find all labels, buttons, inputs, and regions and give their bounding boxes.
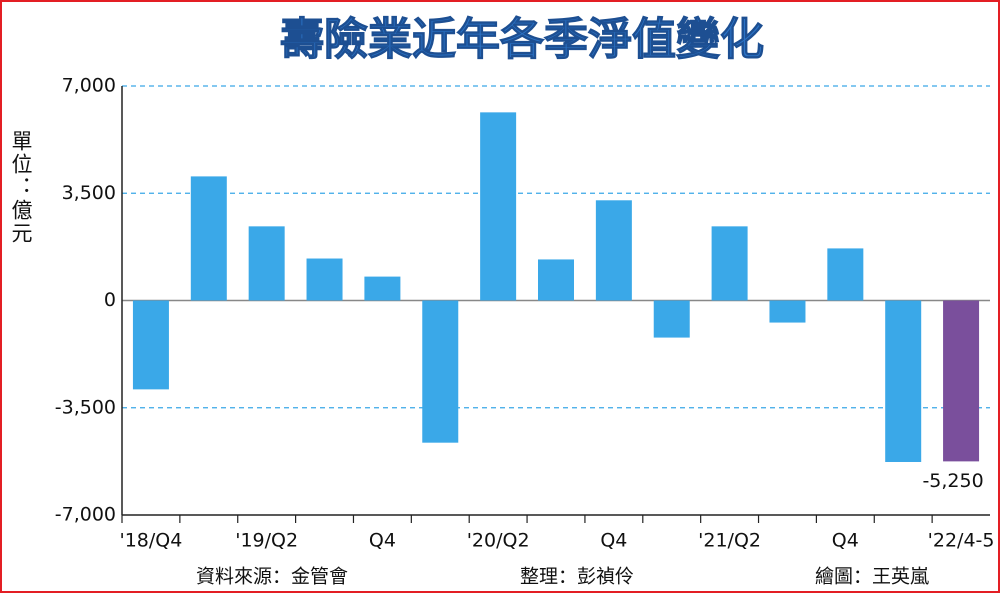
x-tick-label: '20/Q2 xyxy=(467,530,530,552)
x-tick-label: '22/4-5 xyxy=(928,530,995,552)
bar xyxy=(190,176,227,301)
bar xyxy=(132,300,169,390)
x-tick-label: '18/Q4 xyxy=(120,530,183,552)
bar xyxy=(827,248,864,301)
bar xyxy=(480,112,517,301)
x-tick-label: Q4 xyxy=(600,530,627,552)
editor-note: 整理：彭禎伶 xyxy=(520,566,634,588)
bar xyxy=(653,300,690,338)
chart-title: 壽險業近年各季淨值變化 xyxy=(280,14,764,65)
bar xyxy=(248,226,285,301)
bar xyxy=(595,200,632,301)
y-axis-label: 單位：億元 xyxy=(9,130,33,245)
value-label: -5,250 xyxy=(922,470,983,492)
bar xyxy=(364,276,401,301)
x-tick-label: '19/Q2 xyxy=(235,530,298,552)
bar xyxy=(711,226,748,301)
y-tick-label: 3,500 xyxy=(62,182,116,204)
bar xyxy=(769,300,806,323)
bar xyxy=(943,300,980,462)
bar xyxy=(885,300,922,462)
y-tick-label: -3,500 xyxy=(55,396,116,418)
y-tick-label: 7,000 xyxy=(62,75,116,97)
x-tick-label: Q4 xyxy=(369,530,396,552)
graphic-note: 繪圖：王英嵐 xyxy=(815,566,929,588)
bar xyxy=(422,300,459,443)
bar xyxy=(306,258,343,301)
x-tick-label: '21/Q2 xyxy=(698,530,761,552)
y-tick-label: 0 xyxy=(104,289,116,311)
source-note: 資料來源：金管會 xyxy=(196,566,348,588)
x-tick-label: Q4 xyxy=(832,530,859,552)
bar xyxy=(538,259,574,301)
y-tick-label: -7,000 xyxy=(55,504,116,526)
